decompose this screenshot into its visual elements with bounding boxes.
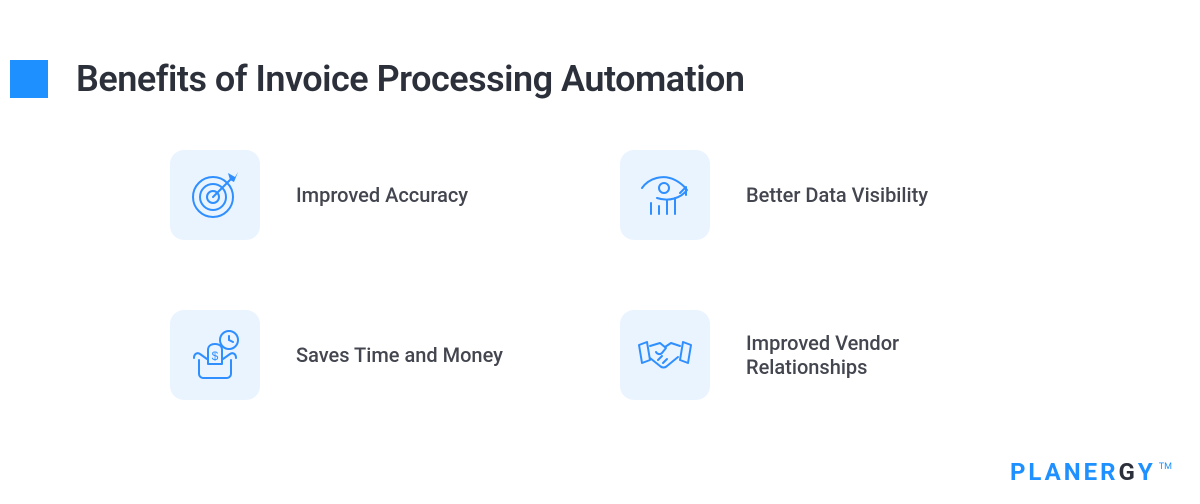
header: Benefits of Invoice Processing Automatio… <box>0 0 1200 100</box>
benefit-label: Improved Accuracy <box>296 183 468 207</box>
brand-logo: PLANERGY TM <box>1010 458 1172 486</box>
benefit-label: Saves Time and Money <box>296 343 503 367</box>
logo-part-2: Y <box>1138 458 1156 486</box>
accent-bar <box>10 60 48 98</box>
icon-tile: $ <box>170 310 260 400</box>
benefit-label: Better Data Visibility <box>746 183 928 207</box>
benefit-item-visibility: Better Data Visibility <box>620 150 1000 240</box>
svg-text:$: $ <box>212 349 219 363</box>
logo-text: PLANERGY <box>1010 458 1156 486</box>
benefit-item-accuracy: Improved Accuracy <box>170 150 550 240</box>
icon-tile <box>620 310 710 400</box>
benefit-item-time-money: $ Saves Time and Money <box>170 310 550 400</box>
handshake-icon <box>636 330 694 380</box>
benefit-item-vendor: Improved Vendor Relationships <box>620 310 1000 400</box>
eye-chart-icon <box>637 168 693 222</box>
logo-part-g: G <box>1119 458 1138 486</box>
logo-part-1: PLANER <box>1010 458 1119 486</box>
page-title: Benefits of Invoice Processing Automatio… <box>76 58 745 100</box>
target-icon <box>188 168 242 222</box>
benefits-grid: Improved Accuracy Better Data Visibility <box>170 150 1000 400</box>
benefit-label: Improved Vendor Relationships <box>746 331 966 379</box>
icon-tile <box>620 150 710 240</box>
logo-tm: TM <box>1159 462 1172 472</box>
money-time-icon: $ <box>187 328 243 382</box>
icon-tile <box>170 150 260 240</box>
